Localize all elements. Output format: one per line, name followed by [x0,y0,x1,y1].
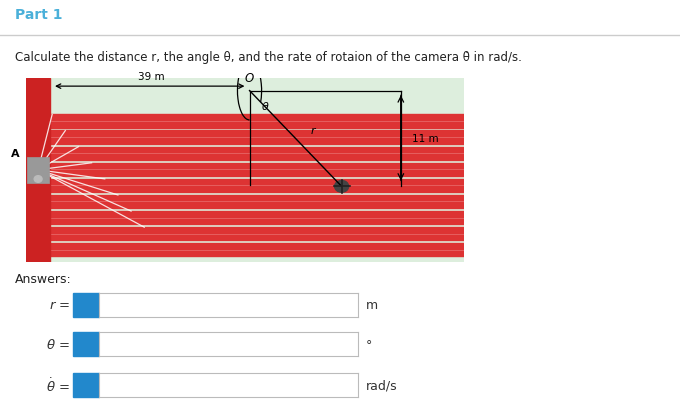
Text: r: r [311,126,316,135]
Text: $\theta$ =: $\theta$ = [46,337,70,351]
Bar [26,211,464,225]
Bar [27,157,49,183]
Text: i: i [84,378,88,392]
Text: $r$ =: $r$ = [49,299,70,312]
Text: rad/s: rad/s [366,378,398,392]
Text: m: m [366,299,378,312]
Text: i: i [84,338,88,351]
Bar [26,228,464,241]
Bar [26,147,464,160]
Text: O: O [244,72,254,85]
Text: A: A [10,149,19,159]
Text: 39 m: 39 m [137,71,164,82]
Bar [26,131,464,144]
Text: Part 1: Part 1 [15,8,63,22]
Text: °: ° [366,338,372,351]
Bar [26,244,464,257]
Text: 11 m: 11 m [412,134,439,144]
Bar [26,195,464,209]
Circle shape [335,181,349,193]
Bar [26,115,464,128]
Text: Answers:: Answers: [15,273,71,285]
Bar [26,78,50,262]
Text: θ: θ [262,102,269,112]
Text: Calculate the distance r, the angle θ, and the rate of rotaion of the camera θ̇ : Calculate the distance r, the angle θ, a… [15,51,522,64]
Bar [26,179,464,192]
Text: $\dot{\theta}$ =: $\dot{\theta}$ = [46,376,70,394]
Circle shape [34,176,42,183]
Bar [26,163,464,176]
Text: i: i [84,299,88,312]
